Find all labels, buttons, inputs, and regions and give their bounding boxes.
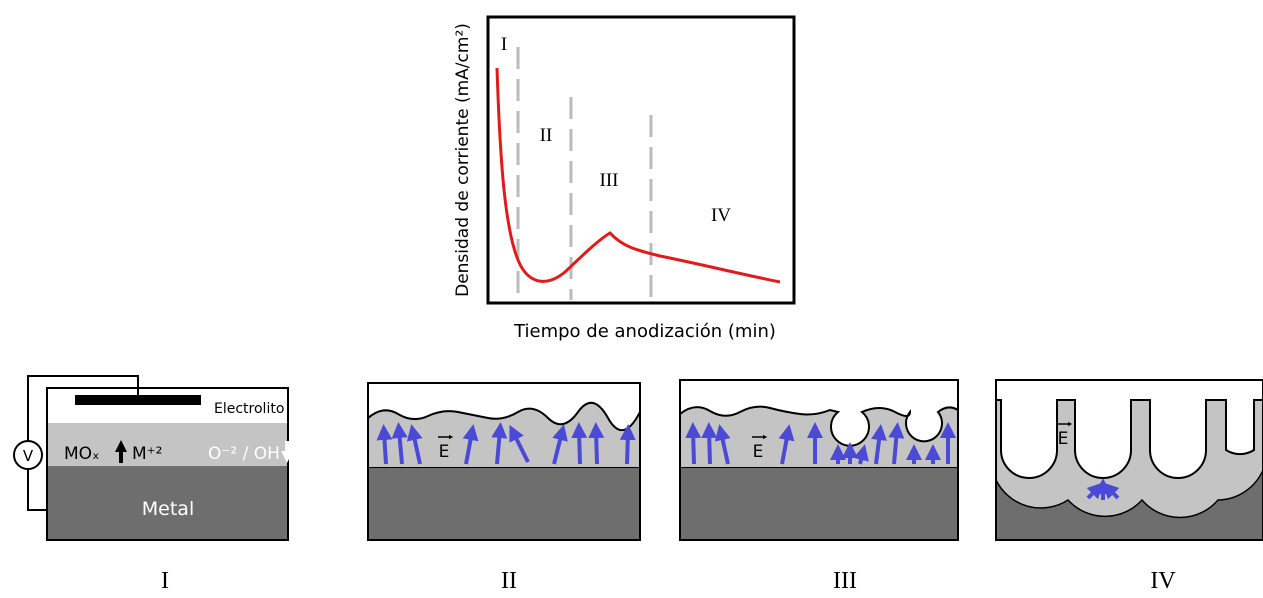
anion-label: O⁻² / OH xyxy=(208,444,280,464)
region-dividers xyxy=(516,47,653,300)
field-arrow xyxy=(714,424,731,465)
field-label: E xyxy=(1058,429,1069,449)
field-arrows xyxy=(376,422,636,465)
field-arrow xyxy=(588,422,605,465)
field-arrows xyxy=(1086,478,1120,500)
panel-label: II xyxy=(501,568,517,594)
panel-1: V Electrolito MOₓ M⁺² O⁻² / OH Metal xyxy=(13,375,293,541)
graph: I II III IV Densidad de corriente (mA/cm… xyxy=(453,15,796,342)
field-arrows xyxy=(685,422,956,465)
field-arrow xyxy=(509,424,530,463)
field-arrow xyxy=(778,424,795,465)
x-axis-label: Tiempo de anodización (min) xyxy=(513,321,776,342)
panel-frame xyxy=(367,382,641,541)
electrode xyxy=(75,395,201,405)
panel-3: E xyxy=(679,379,959,541)
field-label: E xyxy=(753,442,764,462)
panel-label: IV xyxy=(1150,568,1176,594)
panel-4: E xyxy=(995,379,1263,541)
voltmeter-label: V xyxy=(23,447,34,465)
electrolyte xyxy=(47,388,288,423)
cation-label: M⁺² xyxy=(132,444,162,464)
field-arrow xyxy=(853,444,869,465)
y-axis-label: Densidad de corriente (mA/cm²) xyxy=(453,23,473,297)
metal-label: Metal xyxy=(142,498,194,520)
field-arrow xyxy=(376,424,393,465)
wire xyxy=(27,375,139,511)
field-arrow xyxy=(1086,482,1104,500)
region-label: II xyxy=(540,125,553,146)
oxide-label: MOₓ xyxy=(64,444,100,464)
field-arrow xyxy=(462,424,479,465)
field-label: E xyxy=(439,442,450,462)
panel-labels: I II III IV xyxy=(161,568,1176,594)
metal xyxy=(368,468,640,540)
panel-frame xyxy=(679,379,959,541)
metal xyxy=(47,466,288,540)
plot-frame xyxy=(486,15,796,305)
region-label: I xyxy=(501,34,507,55)
field-arrow xyxy=(406,424,423,465)
metal xyxy=(680,468,958,540)
field-arrow xyxy=(701,422,718,465)
oxide-layer xyxy=(47,423,288,466)
panel-2: E xyxy=(367,382,641,541)
panel-frame xyxy=(995,379,1263,541)
field-arrow xyxy=(871,424,887,465)
field-arrow xyxy=(888,422,905,465)
field-arrow xyxy=(491,422,508,465)
region-label: III xyxy=(600,170,619,191)
current-curve xyxy=(495,67,781,284)
region-label: IV xyxy=(711,205,731,226)
field-arrow xyxy=(552,424,568,465)
voltmeter xyxy=(13,440,43,470)
pores xyxy=(995,379,1263,479)
field-arrow xyxy=(619,424,636,465)
panel-label: III xyxy=(833,568,857,594)
electrolyte-label: Electrolito xyxy=(214,401,284,417)
panel-label: I xyxy=(161,568,169,594)
field-arrow xyxy=(685,422,702,465)
panel-frame xyxy=(46,387,289,541)
field-arrow xyxy=(391,422,408,465)
field-arrow xyxy=(571,422,588,465)
